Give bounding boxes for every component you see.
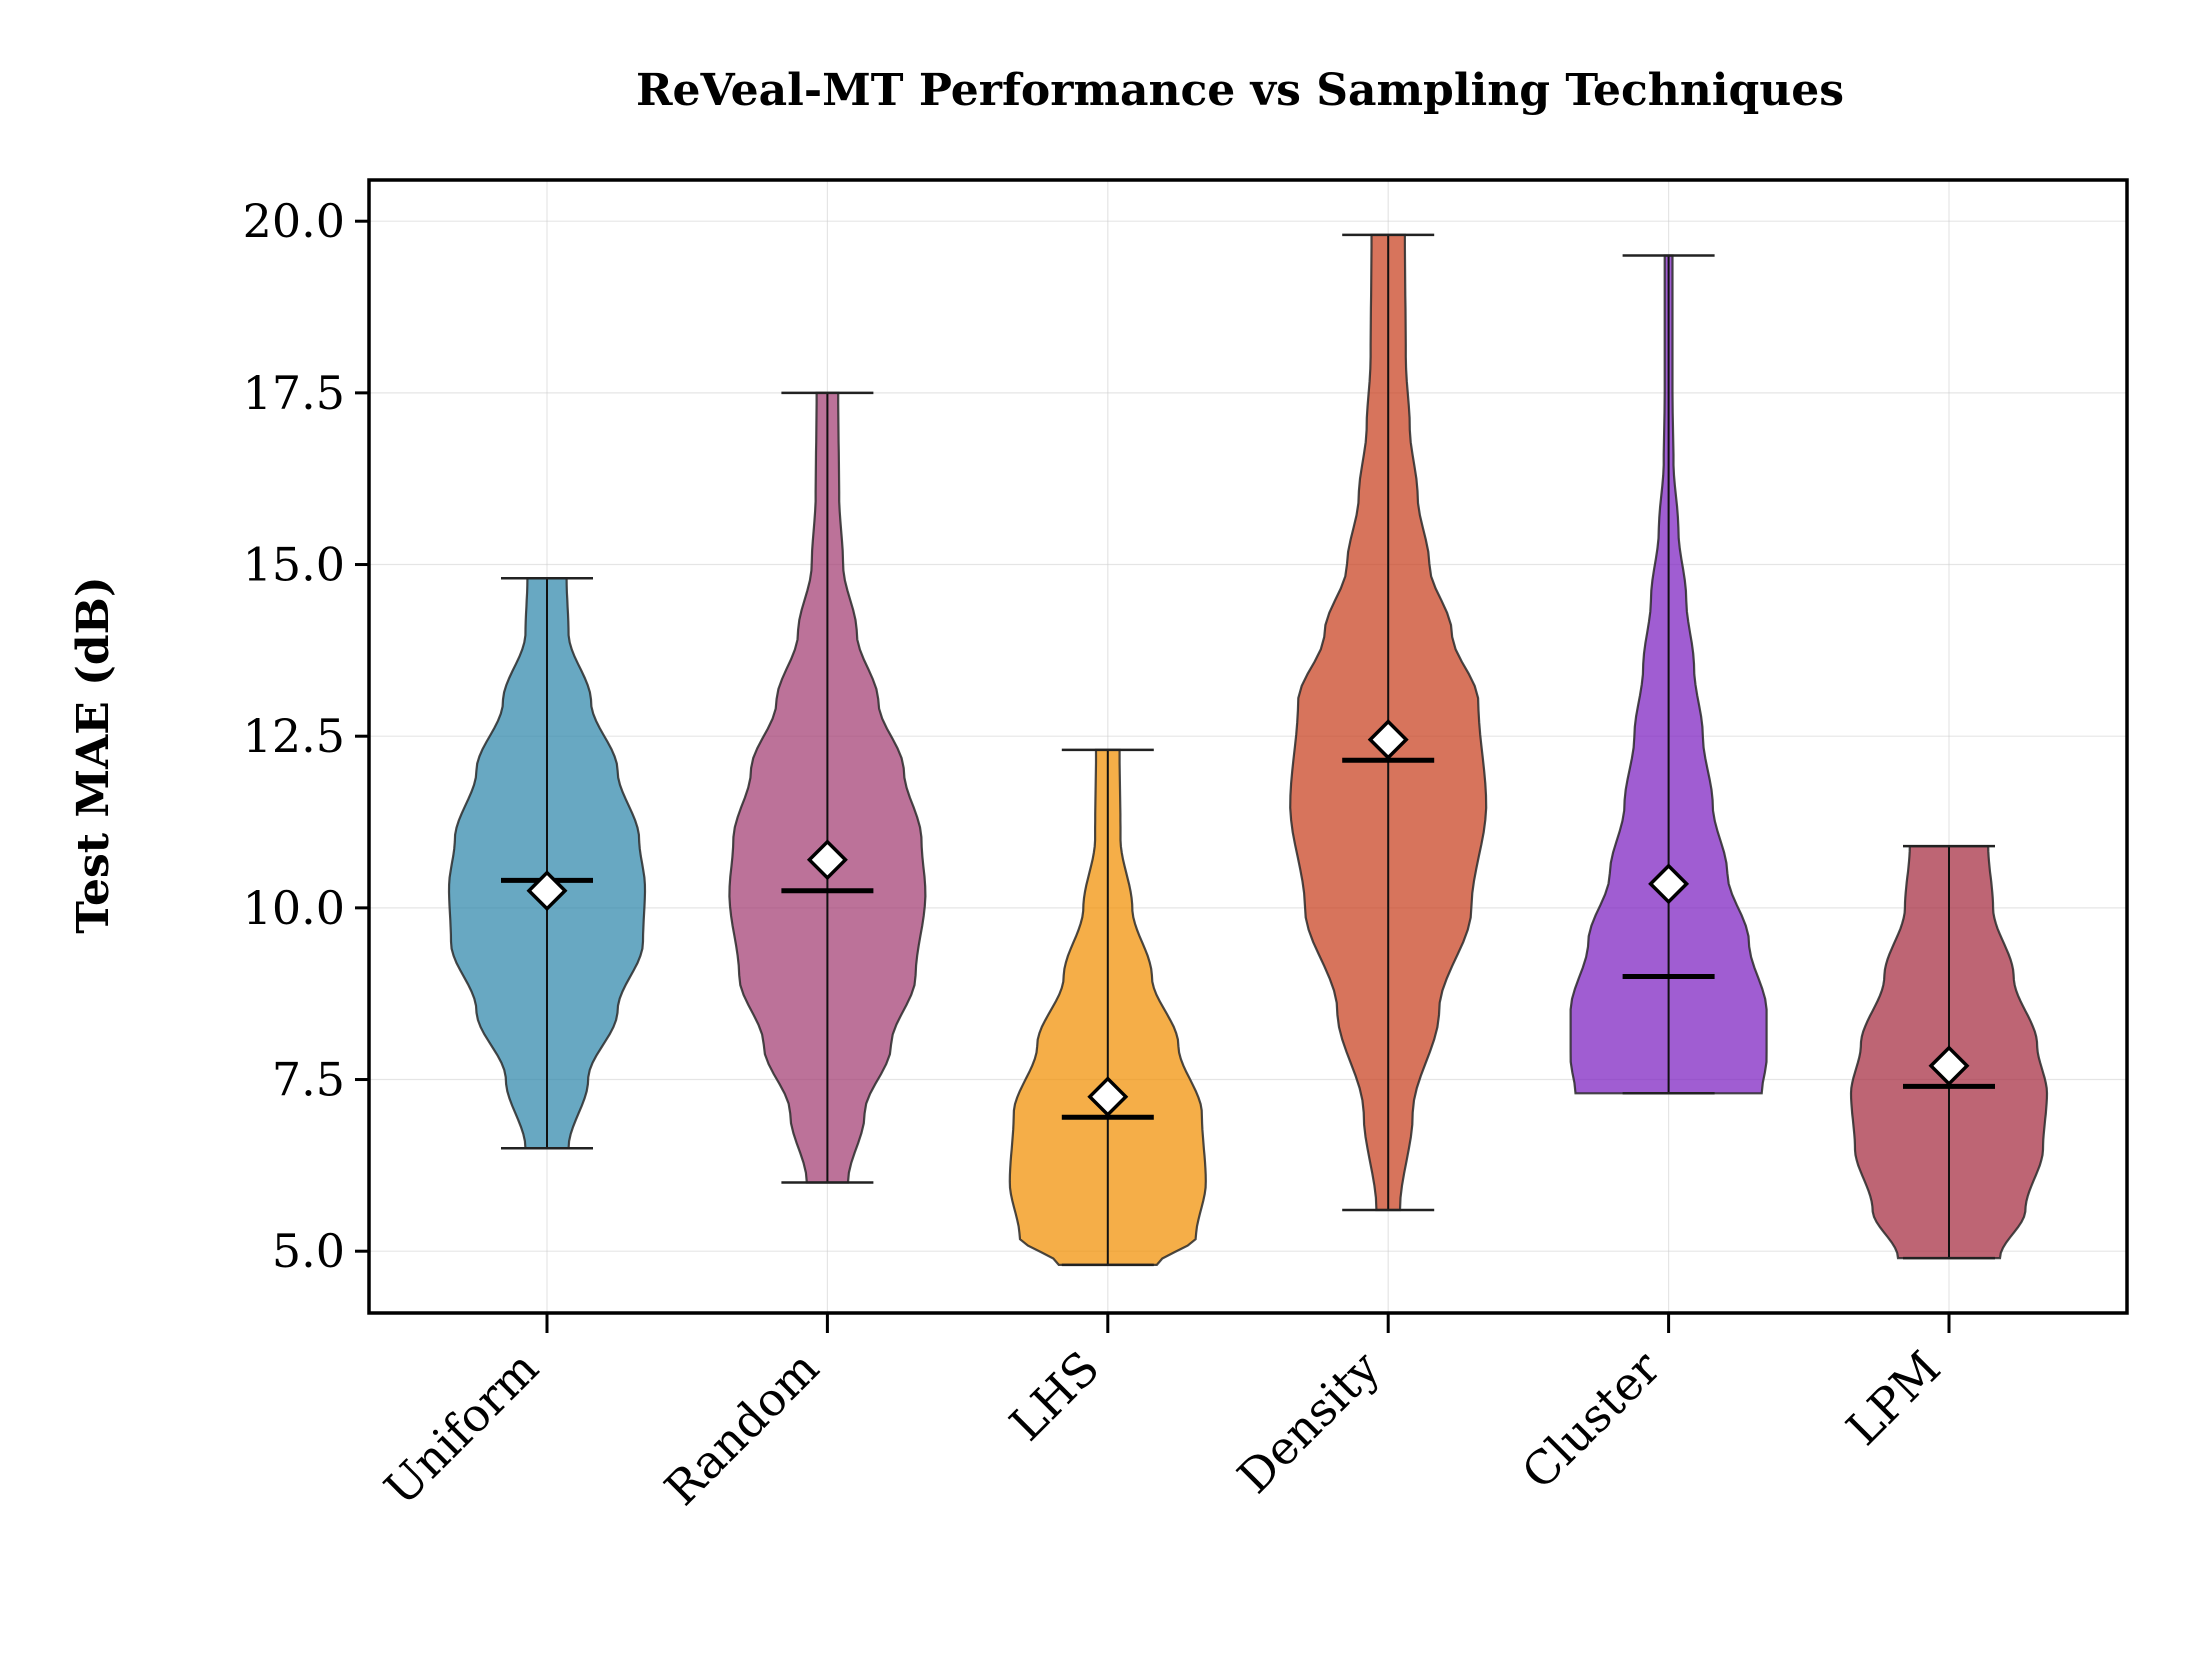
violin-mean-marker-uniform xyxy=(526,870,568,912)
violin-mean-marker-random xyxy=(806,839,848,881)
violin-mean-marker-lhs xyxy=(1087,1076,1129,1118)
y-tick-label: 17.5 xyxy=(243,366,345,420)
y-tick-label: 5.0 xyxy=(272,1224,345,1278)
y-tick-label: 20.0 xyxy=(243,194,345,248)
violin-layer xyxy=(447,233,2049,1267)
x-tick-label: Uniform xyxy=(374,1341,549,1516)
violin-mean-marker-density xyxy=(1367,719,1409,761)
y-tick-label: 15.0 xyxy=(243,538,345,592)
x-tick-label: Density xyxy=(1227,1341,1390,1504)
violin-mean-marker-lpm xyxy=(1928,1045,1970,1087)
x-tick-label: LHS xyxy=(999,1341,1109,1451)
x-tick-label: LPM xyxy=(1836,1341,1951,1456)
plot-frame xyxy=(367,178,2129,1315)
chart-title: ReVeal-MT Performance vs Sampling Techni… xyxy=(636,65,1844,116)
y-tick-label: 10.0 xyxy=(243,881,345,935)
y-tick-label: 7.5 xyxy=(272,1053,345,1107)
y-tick-label: 12.5 xyxy=(243,709,345,763)
y-axis-label: Test MAE (dB) xyxy=(68,576,119,933)
violin-mean-marker-cluster xyxy=(1648,863,1690,905)
x-tick-label: Cluster xyxy=(1511,1341,1670,1500)
x-tick-label: Random xyxy=(654,1341,829,1516)
